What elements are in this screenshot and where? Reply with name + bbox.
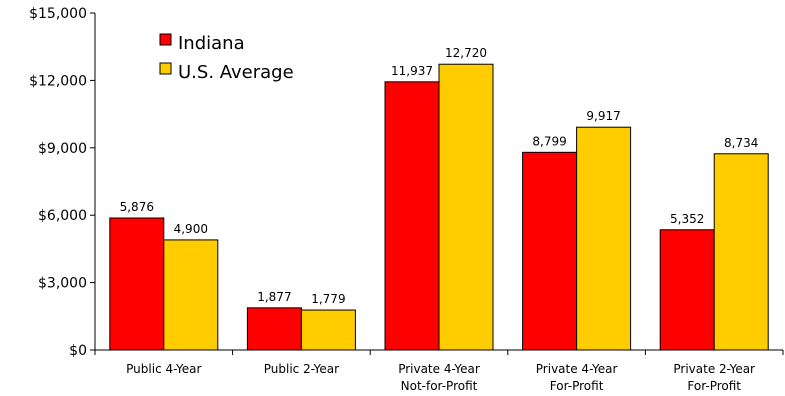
data-label: 4,900 <box>174 222 208 236</box>
data-label: 12,720 <box>445 46 487 60</box>
bar-us-average <box>713 153 769 351</box>
legend-swatch <box>159 62 172 75</box>
data-label: 8,799 <box>532 134 566 148</box>
bar-us-average <box>576 126 632 351</box>
y-tick-label: $12,000 <box>29 73 87 89</box>
x-tick-label: Private 4-Year <box>398 362 480 376</box>
data-label: 8,734 <box>724 136 758 150</box>
data-label: 5,876 <box>120 200 154 214</box>
y-tick-label: $9,000 <box>38 141 87 157</box>
data-label: 11,937 <box>391 64 433 78</box>
x-tick-label: For-Profit <box>550 379 604 393</box>
x-axis: Public 4-Year Public 2-Year Private 4-Year… <box>94 349 784 393</box>
bar-indiana <box>246 307 302 351</box>
x-tick-label: Private 4-Year <box>536 362 618 376</box>
data-label: 5,352 <box>670 212 704 226</box>
legend-swatch <box>159 33 172 46</box>
bar-indiana <box>109 217 165 351</box>
x-tick-label: Private 2-Year <box>673 362 755 376</box>
y-tick-label: $0 <box>69 343 87 359</box>
y-tick-label: $15,000 <box>29 6 87 22</box>
bar-indiana <box>384 81 440 351</box>
data-label: 9,917 <box>586 109 620 123</box>
legend: Indiana U.S. Average <box>159 33 294 83</box>
bar-indiana <box>522 151 578 351</box>
bar-us-average <box>163 239 219 351</box>
y-tick-label: $3,000 <box>38 276 87 292</box>
data-label: 1,779 <box>311 292 345 306</box>
x-tick-label: Public 2-Year <box>264 362 339 376</box>
y-axis: $0 $3,000 $6,000 $9,000 $12,000 $15,000 <box>29 6 96 359</box>
bar-us-average <box>300 309 356 351</box>
x-tick-label: Public 4-Year <box>126 362 201 376</box>
data-label: 1,877 <box>257 290 291 304</box>
y-tick-label: $6,000 <box>38 208 87 224</box>
bars: 5,876 1,877 11,937 8,799 5,352 4,900 1,779 12,7… <box>109 46 769 351</box>
x-tick-label: Not-for-Profit <box>401 379 478 393</box>
bar-us-average <box>438 63 494 351</box>
legend-label: Indiana <box>178 33 245 54</box>
bar-indiana <box>659 229 715 351</box>
legend-label: U.S. Average <box>178 62 294 83</box>
x-tick-label: For-Profit <box>687 379 741 393</box>
